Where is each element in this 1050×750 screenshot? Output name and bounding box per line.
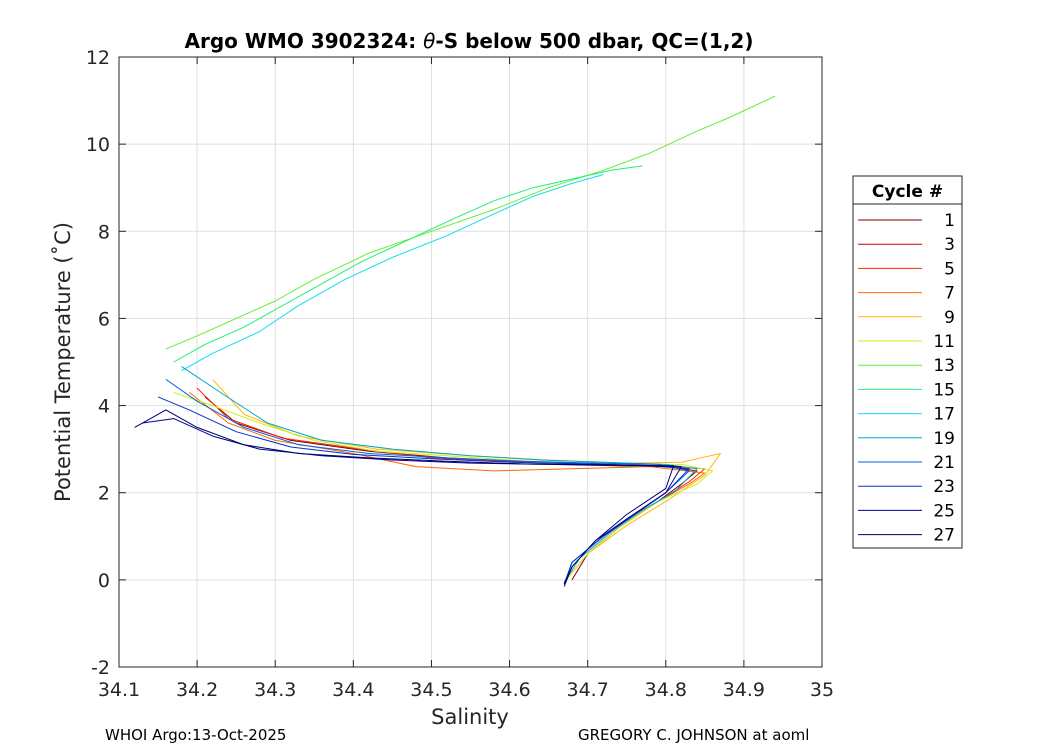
- x-tick-label: 35: [810, 679, 834, 701]
- series-line-cycle-9: [212, 379, 721, 583]
- x-tick-label: 34.6: [488, 679, 530, 701]
- legend-title: Cycle #: [872, 182, 943, 202]
- legend-label: 21: [933, 453, 955, 473]
- series-layer: [134, 95, 776, 587]
- y-tick-label: 2: [98, 483, 110, 505]
- x-tick-label: 34.9: [723, 679, 765, 701]
- legend-label: 1: [944, 211, 955, 231]
- y-tick-label: 4: [98, 396, 110, 418]
- x-tick-label: 34.3: [254, 679, 296, 701]
- axis-ticks: 34.1 34.2 34.3 34.4 34.5 34.6 34.7 34.8 34.9 35 -2…: [86, 47, 834, 701]
- series-line-cycle-19: [181, 365, 698, 583]
- legend-label: 3: [944, 235, 955, 255]
- series-line-cycle-27: [134, 409, 675, 587]
- y-tick-label: 6: [98, 308, 110, 330]
- y-tick-label: 8: [98, 221, 110, 243]
- plot-area: [119, 57, 822, 667]
- x-tick-label: 34.5: [410, 679, 452, 701]
- x-tick-label: 34.4: [332, 679, 374, 701]
- series-line-cycle-23: [157, 396, 690, 585]
- x-tick-label: 34.8: [645, 679, 687, 701]
- x-tick-label: 34.7: [567, 679, 609, 701]
- y-tick-label: 12: [86, 47, 110, 69]
- x-tick-label: 34.2: [176, 679, 218, 701]
- legend-label: 17: [933, 405, 955, 425]
- y-tick-label: 0: [98, 570, 110, 592]
- y-tick-label: 10: [86, 134, 110, 156]
- legend-label: 7: [944, 284, 955, 304]
- series-line-cycle-15: [173, 165, 643, 363]
- x-tick-label: 34.1: [98, 679, 140, 701]
- legend-label: 19: [933, 429, 955, 449]
- legend-label: 5: [944, 259, 955, 279]
- legend-label: 11: [933, 332, 955, 352]
- legend-label: 13: [933, 356, 955, 376]
- footer-left: WHOI Argo:13-Oct-2025: [105, 726, 287, 744]
- x-axis-label: Salinity: [431, 705, 509, 729]
- y-tick-label: -2: [91, 657, 110, 679]
- legend-label: 27: [933, 526, 955, 546]
- legend-label: 15: [933, 380, 955, 400]
- series-line-cycle-13: [165, 95, 776, 350]
- chart-title: Argo WMO 3902324: θ-S below 500 dbar, QC…: [185, 29, 754, 53]
- legend-label: 9: [944, 308, 955, 328]
- plot-frame: [118, 56, 823, 668]
- footer-right: GREGORY C. JOHNSON at aoml: [578, 726, 810, 744]
- y-axis-label: Potential Temperature (˚C): [51, 222, 75, 502]
- legend-label: 25: [933, 501, 955, 521]
- legend-label: 23: [933, 477, 955, 497]
- series-line-cycle-17: [181, 174, 604, 372]
